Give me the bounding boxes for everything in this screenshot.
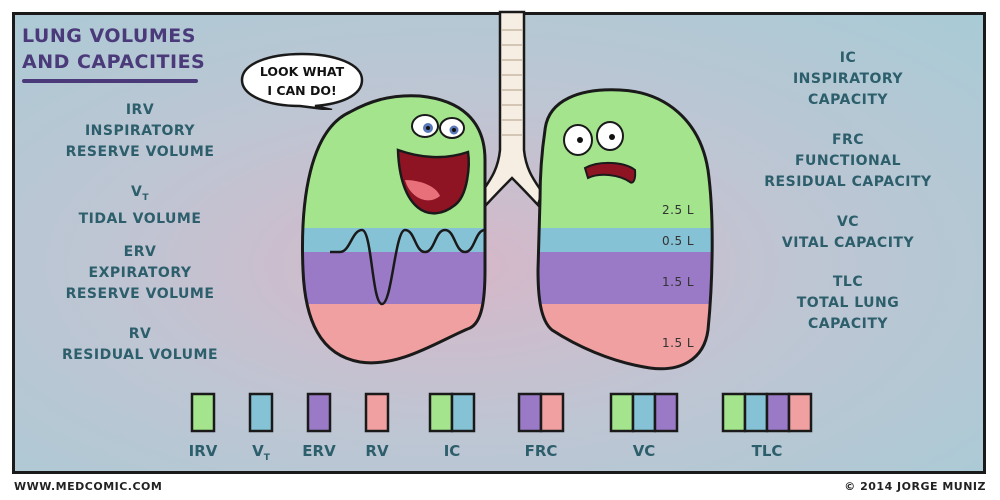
legend-label-vc: VC [632,442,656,460]
capacity-ic-label: IC INSPIRATORY CAPACITY [748,48,948,111]
capacity-frc-label: FRC FUNCTIONAL RESIDUAL CAPACITY [748,130,948,193]
legend-swatch-tlc-4 [787,392,813,433]
capacity-frc-name-2: RESIDUAL CAPACITY [764,174,932,190]
legend-swatch-erv [306,392,332,433]
legend-swatch-tlc-3 [765,392,791,433]
title-underline [22,79,198,83]
volume-rv-name-1: RESIDUAL VOLUME [61,347,219,363]
legend-swatch-ic-1 [428,392,454,433]
volume-vt-abbr: VT [50,182,230,209]
volume-irv-label: IRV INSPIRATORY RESERVE VOLUME [50,100,230,163]
title-line-2: AND CAPACITIES [22,51,206,73]
value-erv: 1.5 L [662,275,695,289]
speech-bubble [240,52,364,110]
volume-erv-label: ERV EXPIRATORY RESERVE VOLUME [50,242,230,305]
capacity-ic-name-2: CAPACITY [807,92,889,108]
legend-swatch-frc-2 [539,392,565,433]
legend-swatch-vc-3 [653,392,679,433]
capacity-tlc-name-1: TOTAL LUNG [796,295,900,311]
title-line-1: LUNG VOLUMES [22,25,196,47]
speech-line-1: LOOK WHAT [259,64,345,79]
volume-irv-name-2: RESERVE VOLUME [65,144,215,160]
vt-main: V [131,184,143,200]
legend-label-ic: IC [443,442,461,460]
volume-vt-name-1: TIDAL VOLUME [78,210,202,227]
capacity-vc-name-1: VITAL CAPACITY [781,235,915,251]
vt-sub: T [142,192,149,203]
legend-label-tlc: TLC [751,442,783,460]
legend-label-rv: RV [365,442,389,460]
right-lung-vt-band [538,228,713,252]
volume-rv-abbr: RV [128,326,152,342]
legend-label-erv: ERV [302,442,336,460]
value-rv: 1.5 L [662,336,695,350]
capacity-vc-label: VC VITAL CAPACITY [748,212,948,254]
capacity-tlc-abbr: TLC [832,274,864,290]
legend-swatch-rv [364,392,390,433]
capacity-vc-abbr: VC [836,214,860,230]
legend-vt-sub: T [263,453,270,463]
legend-swatch-frc-1 [517,392,543,433]
legend-label-irv: IRV [188,442,218,460]
capacity-frc-abbr: FRC [831,132,865,148]
speech-line-2: I CAN DO! [267,83,337,98]
volume-irv-name-1: INSPIRATORY [84,123,196,139]
legend-swatch-vc-2 [631,392,657,433]
legend-label-frc: FRC [524,442,558,460]
capacity-frc-name-1: FUNCTIONAL [794,153,902,169]
legend-vt-main: V [252,442,264,460]
capacity-tlc-name-2: CAPACITY [807,316,889,332]
volume-erv-name-2: RESERVE VOLUME [65,286,215,302]
legend-swatch-tlc-2 [743,392,769,433]
page-title: LUNG VOLUMES AND CAPACITIES [22,23,205,75]
right-lung-erv-band [538,252,713,304]
legend-swatch-irv [190,392,216,433]
legend-swatch-vc-1 [609,392,635,433]
volume-erv-name-1: EXPIRATORY [88,265,192,281]
value-vt: 0.5 L [662,234,695,248]
footer-website: WWW.MEDCOMIC.COM [14,480,163,493]
legend-label-vt: VT [226,442,296,463]
legend-swatch-ic-2 [450,392,476,433]
legend-swatch-tlc-1 [721,392,747,433]
capacity-tlc-label: TLC TOTAL LUNG CAPACITY [748,272,948,335]
volume-erv-abbr: ERV [123,244,157,260]
capacity-ic-abbr: IC [839,50,857,66]
value-irv: 2.5 L [662,203,695,217]
volume-rv-label: RV RESIDUAL VOLUME [50,324,230,366]
volume-irv-abbr: IRV [125,102,155,118]
volume-vt-label: VT TIDAL VOLUME [50,182,230,230]
trachea [480,10,544,208]
legend-swatch-vt [248,392,274,433]
footer-copyright: © 2014 JORGE MUNIZ [844,480,986,493]
speech-text: LOOK WHAT I CAN DO! [248,62,356,100]
capacity-ic-name-1: INSPIRATORY [792,71,904,87]
